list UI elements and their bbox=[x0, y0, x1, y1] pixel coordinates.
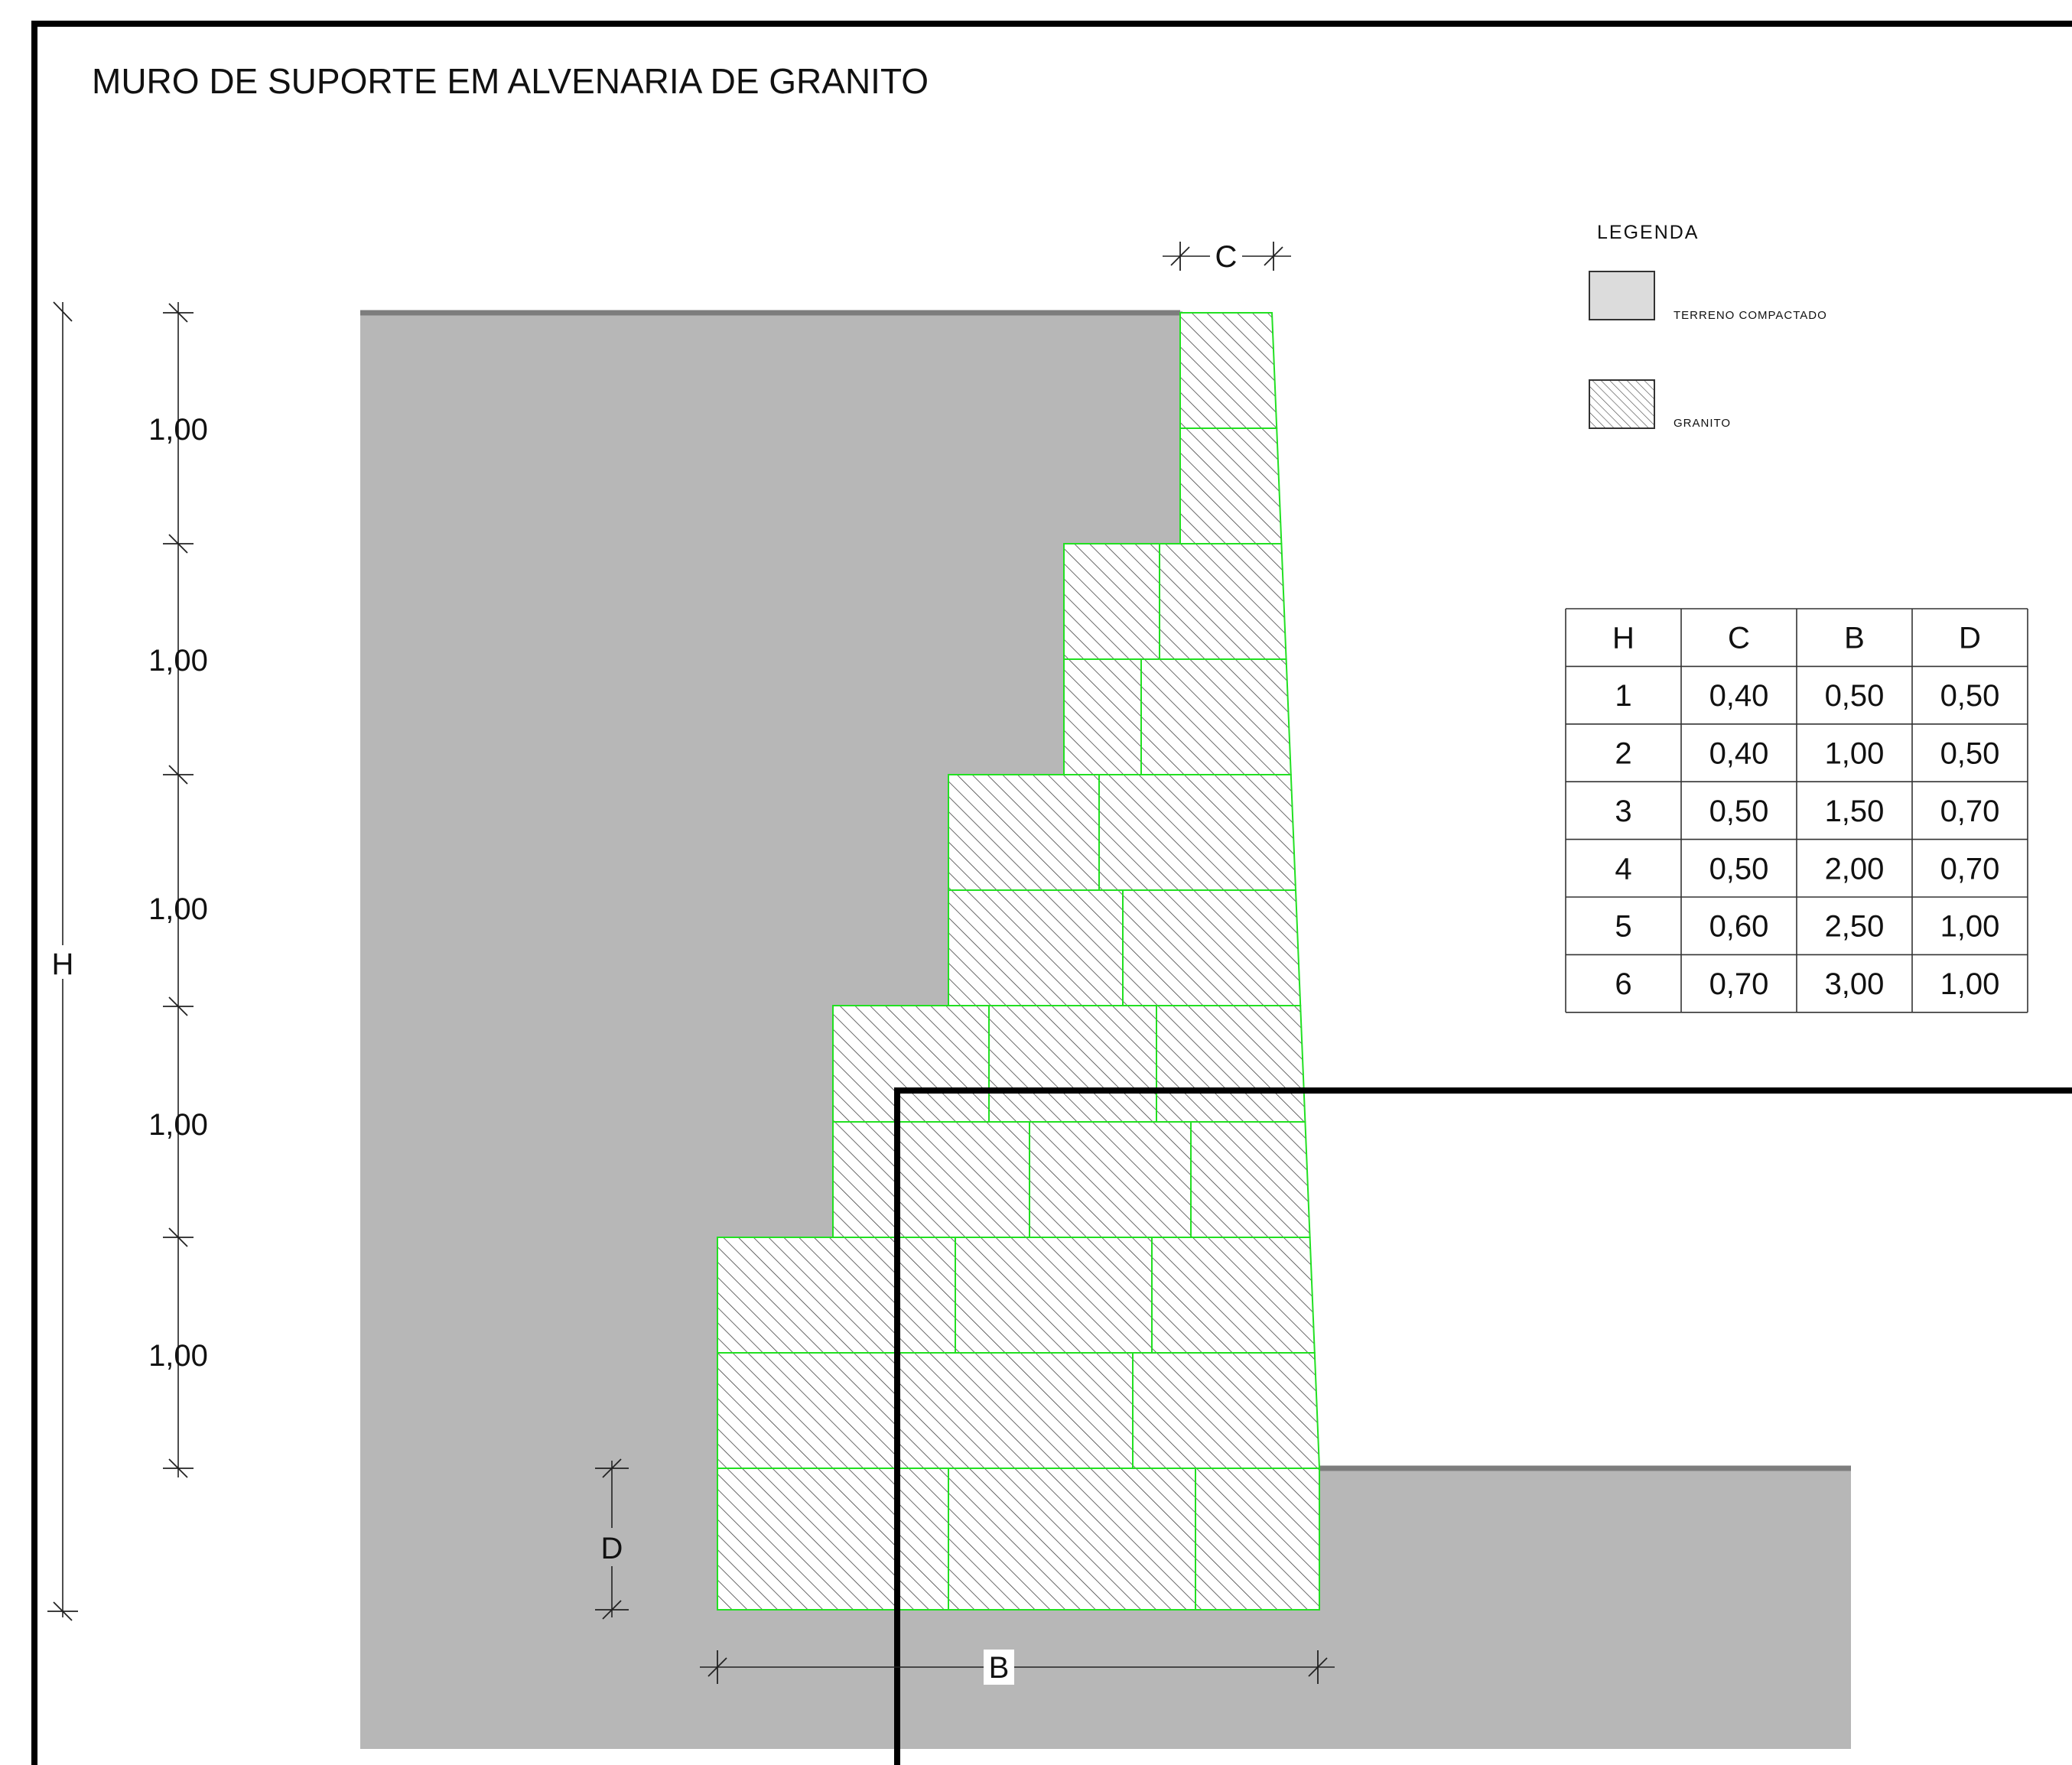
table-cell: 0,50 bbox=[1940, 679, 2000, 713]
table-header-cell: H bbox=[1612, 622, 1635, 655]
table-cell: 3,00 bbox=[1825, 967, 1885, 1001]
granite-block bbox=[1029, 1121, 1192, 1238]
granite-block bbox=[1159, 543, 1287, 660]
granite-block bbox=[988, 1005, 1157, 1123]
table-header-cell: D bbox=[1959, 622, 1981, 655]
granite-block bbox=[1190, 1121, 1311, 1238]
page-title: MURO DE SUPORTE EM ALVENARIA DE GRANITO bbox=[92, 61, 929, 101]
foundation-label: D bbox=[601, 1532, 623, 1565]
crest-label: C bbox=[1215, 240, 1238, 274]
table-cell: 1,00 bbox=[1940, 967, 2000, 1001]
table-cell: 0,70 bbox=[1709, 967, 1769, 1001]
table-cell: 2 bbox=[1615, 737, 1631, 771]
table-cell: 1,50 bbox=[1825, 795, 1885, 828]
granite-block bbox=[832, 1121, 1030, 1238]
inner-frame bbox=[894, 1087, 2072, 1765]
table-cell: 0,40 bbox=[1709, 737, 1769, 771]
table-cell: 0,70 bbox=[1940, 852, 2000, 886]
granite-block bbox=[717, 1352, 898, 1469]
table-cell: 0,50 bbox=[1940, 737, 2000, 771]
granite-block bbox=[1140, 658, 1292, 775]
height-label: H bbox=[52, 948, 74, 981]
segment-label-1: 1,00 bbox=[148, 413, 208, 447]
granite-block bbox=[1195, 1468, 1320, 1611]
foundation-dimension: D bbox=[595, 1458, 629, 1620]
granite-block bbox=[1132, 1352, 1321, 1469]
table-cell: 0,70 bbox=[1940, 795, 2000, 828]
table-cell: 0,50 bbox=[1825, 679, 1885, 713]
granite-block bbox=[896, 1352, 1134, 1469]
granite-block bbox=[948, 889, 1124, 1006]
base-dimension: B bbox=[700, 1650, 1335, 1685]
legend-swatch-granite bbox=[1589, 379, 1655, 429]
granite-block bbox=[1151, 1237, 1316, 1354]
table-cell: 5 bbox=[1615, 910, 1631, 944]
granite-block bbox=[717, 1468, 949, 1611]
crest-dimension: C bbox=[1163, 237, 1291, 274]
granite-block bbox=[1098, 774, 1297, 891]
granite-block bbox=[1063, 543, 1160, 660]
table-cell: 2,00 bbox=[1825, 852, 1885, 886]
segment-label-5: 1,00 bbox=[148, 1339, 208, 1373]
granite-block bbox=[955, 1237, 1153, 1354]
base-label: B bbox=[989, 1651, 1010, 1685]
segment-label-2: 1,00 bbox=[148, 644, 208, 678]
legend-label-granite: GRANITO bbox=[1674, 417, 1731, 430]
drawing-frame bbox=[31, 21, 2072, 1765]
legend-label-soil: TERRENO COMPACTADO bbox=[1674, 309, 1827, 322]
granite-block bbox=[948, 1468, 1196, 1611]
table-cell: 0,60 bbox=[1709, 910, 1769, 944]
granite-block bbox=[948, 774, 1100, 891]
height-dimension: H bbox=[47, 301, 78, 1621]
table-cell: 1 bbox=[1615, 679, 1631, 713]
table-cell: 0,50 bbox=[1709, 795, 1769, 828]
segment-dimension-chain: 1,00 1,00 1,00 1,00 1,00 bbox=[148, 302, 208, 1478]
table-header-cell: B bbox=[1844, 622, 1865, 655]
table-cell: 4 bbox=[1615, 852, 1631, 886]
legend-title: LEGENDA bbox=[1597, 222, 1699, 243]
granite-block bbox=[1179, 427, 1283, 544]
segment-label-4: 1,00 bbox=[148, 1108, 208, 1142]
table-cell: 3 bbox=[1615, 795, 1631, 828]
granite-block bbox=[1063, 658, 1142, 775]
table-cell: 0,40 bbox=[1709, 679, 1769, 713]
table-cell: 2,50 bbox=[1825, 910, 1885, 944]
table-header-cell: C bbox=[1728, 622, 1750, 655]
granite-block bbox=[1156, 1005, 1306, 1123]
granite-wall bbox=[717, 312, 1321, 1611]
table-cell: 6 bbox=[1615, 967, 1631, 1001]
table-cell: 0,50 bbox=[1709, 852, 1769, 886]
legend-swatch-soil bbox=[1589, 271, 1655, 320]
dimension-table: H C B D 1 0,40 0,50 0,50 2 0,40 1,00 0,50 3 0,50 1,50 0… bbox=[1565, 608, 2028, 1013]
legend: LEGENDA TERRENO COMPACTADO GRANITO bbox=[1589, 222, 1827, 430]
segment-label-3: 1,00 bbox=[148, 892, 208, 926]
table-cell: 1,00 bbox=[1940, 910, 2000, 944]
table-cell: 1,00 bbox=[1825, 737, 1885, 771]
granite-block bbox=[1122, 889, 1302, 1006]
granite-block bbox=[1179, 312, 1278, 429]
granite-block bbox=[717, 1237, 956, 1354]
granite-block bbox=[832, 1005, 990, 1123]
